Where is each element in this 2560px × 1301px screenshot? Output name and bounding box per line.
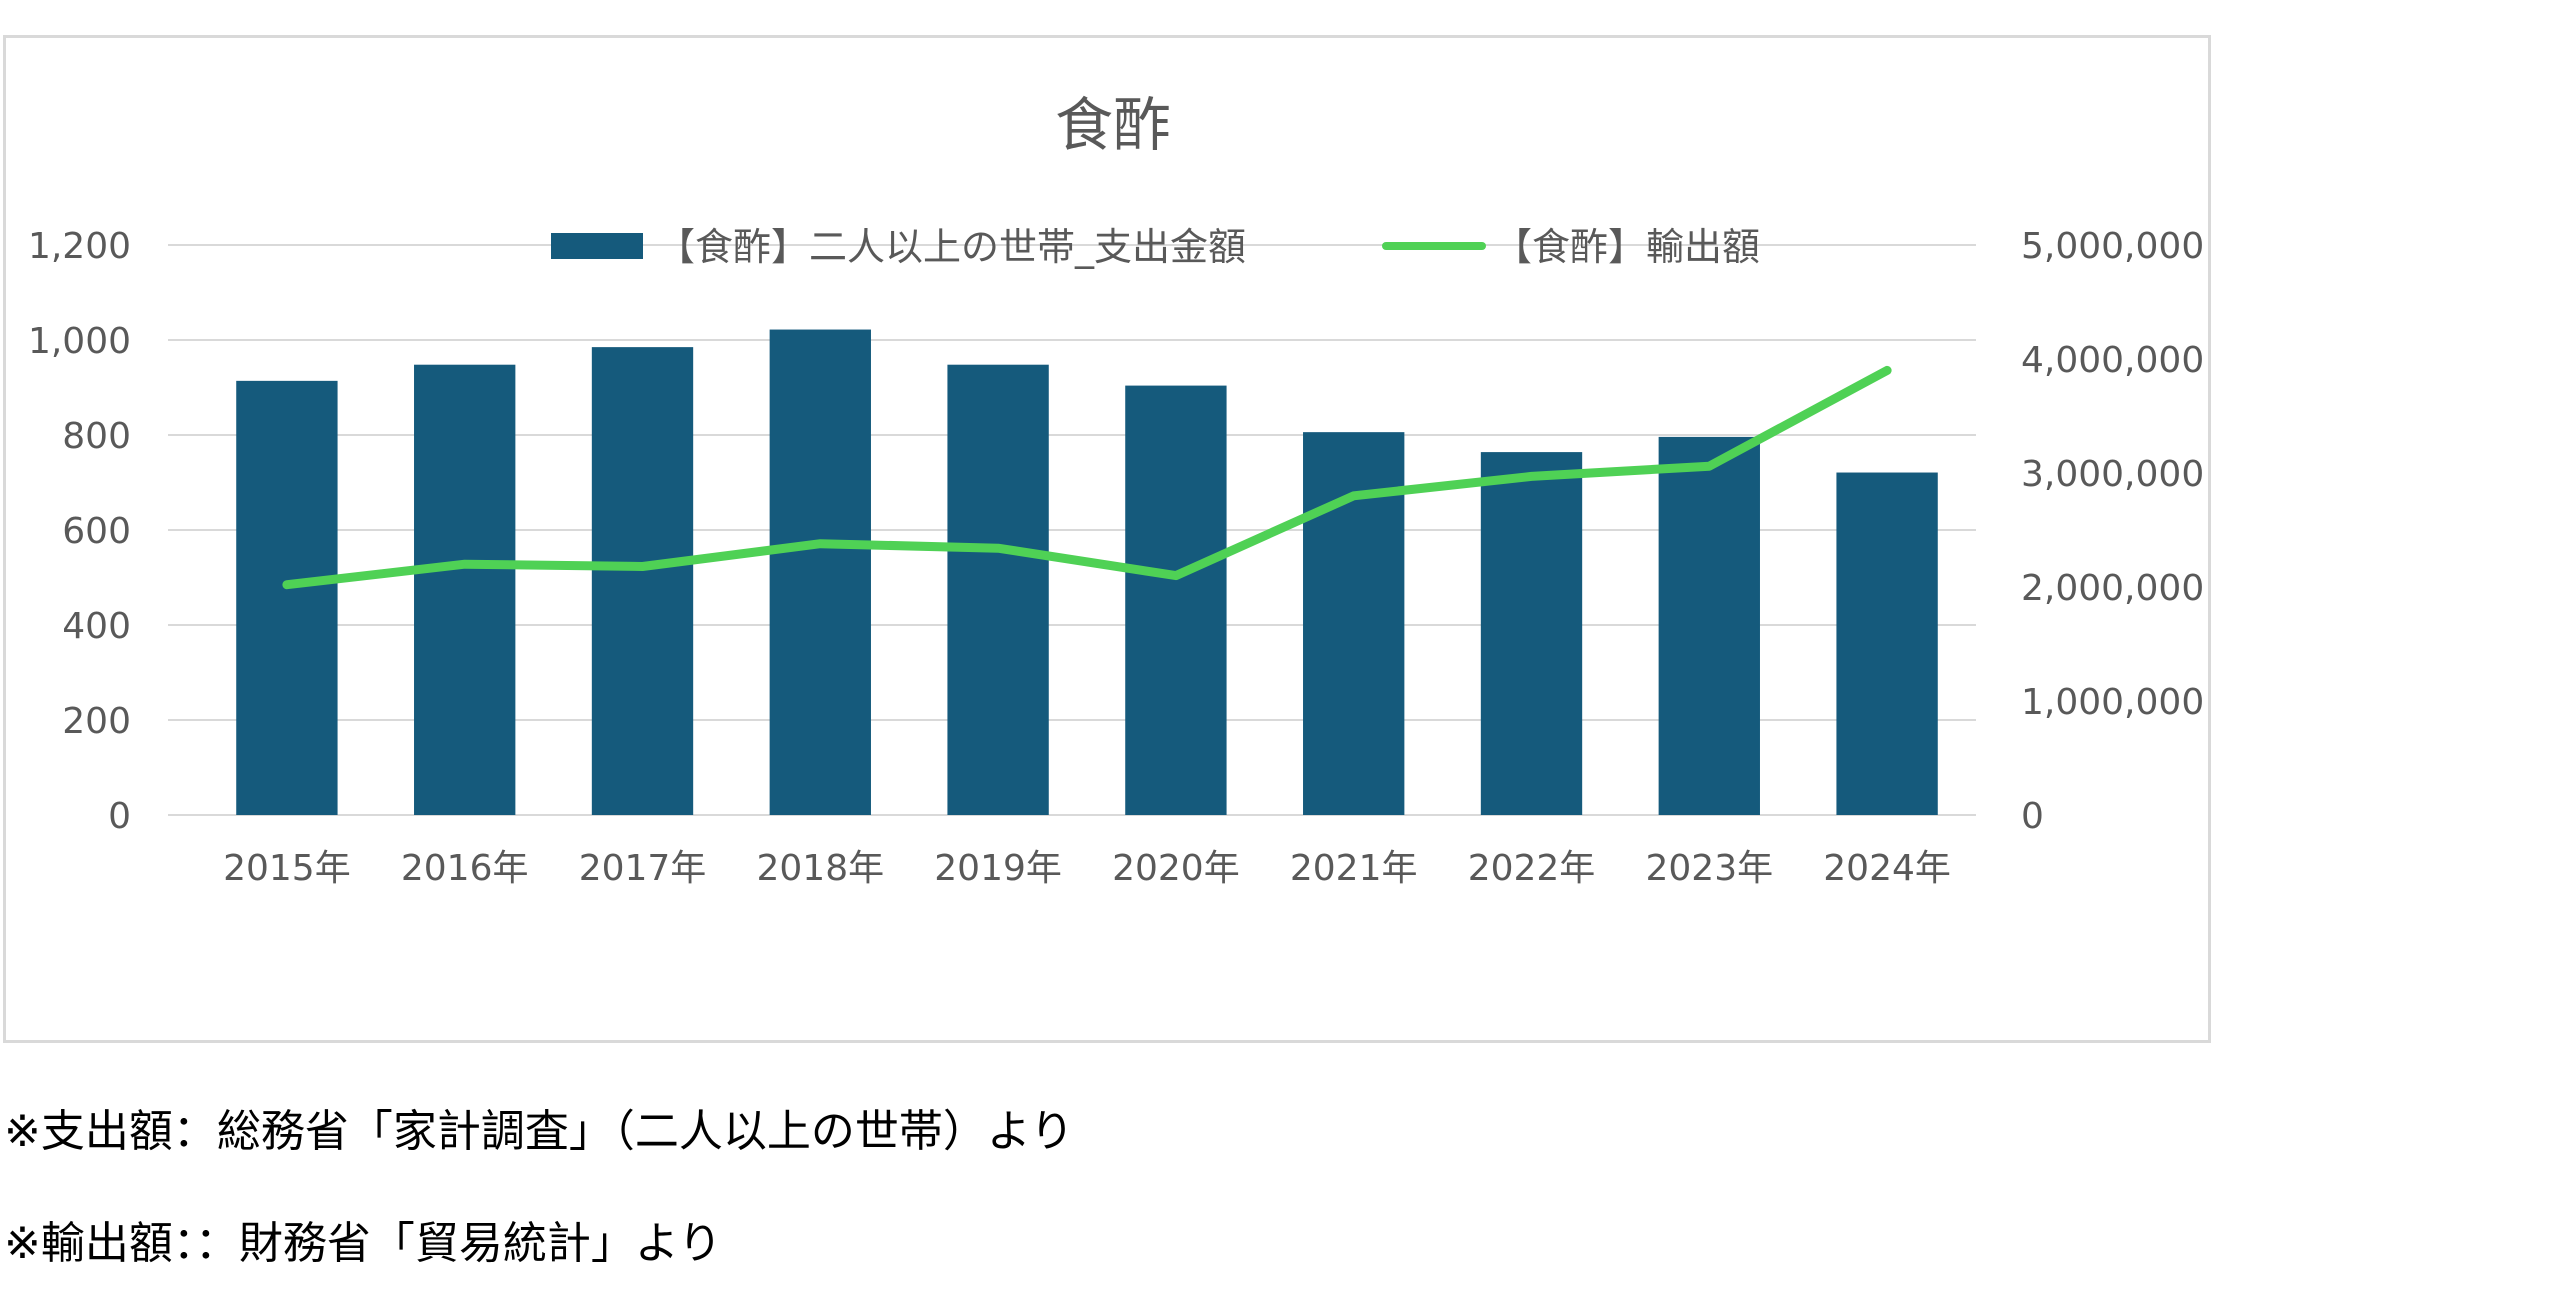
bar — [1658, 436, 1760, 815]
y-left-tick-labels: 0 200 400 600 800 1,000 1,200 — [28, 226, 131, 837]
x-tick-label: 2017年 — [579, 848, 707, 889]
x-tick-label: 2024年 — [1823, 848, 1951, 889]
bar-series — [236, 329, 1938, 815]
line-point — [1531, 475, 1532, 477]
y-right-tick-labels: 0 1,000,000 2,000,000 3,000,000 4,000,000 5,0… — [2021, 226, 2204, 837]
chart-frame: 0 200 400 600 800 1,000 1,200 0 1,000,000 2,000,… — [3, 35, 2211, 1043]
line-point — [464, 563, 466, 565]
bar — [1480, 452, 1583, 815]
y-left-tick-label: 800 — [62, 416, 131, 457]
legend-label-line: 【食酢】輸出額 — [1494, 225, 1760, 269]
line-point — [1175, 575, 1177, 577]
line-point — [286, 584, 288, 586]
bar — [1125, 385, 1227, 815]
y-right-tick-label: 3,000,000 — [2021, 454, 2204, 495]
y-right-tick-label: 2,000,000 — [2021, 568, 2204, 609]
bar — [1836, 472, 1938, 815]
y-left-tick-label: 200 — [62, 701, 131, 742]
source-note-expenditure: ※支出額：総務省「家計調査」（二人以上の世帯）より — [4, 1106, 1074, 1157]
x-tick-label: 2020年 — [1112, 848, 1240, 889]
chart-title: 食酢 — [1055, 91, 1171, 159]
x-tick-label: 2016年 — [401, 848, 529, 889]
bar — [947, 364, 1049, 815]
y-left-tick-label: 0 — [108, 796, 131, 837]
chart-svg: 0 200 400 600 800 1,000 1,200 0 1,000,000 2,000,… — [28, 91, 2204, 889]
line-point — [1886, 369, 1888, 371]
line-point — [642, 565, 643, 567]
legend-label-bar: 【食酢】二人以上の世帯_支出金額 — [657, 225, 1246, 269]
x-tick-label: 2019年 — [934, 848, 1062, 889]
x-tick-label: 2015年 — [223, 848, 351, 889]
x-tick-labels: 2015年 2016年 2017年 2018年 2019年 2020年 2021年 2022年… — [223, 848, 1951, 889]
bar — [769, 329, 871, 815]
line-point — [1353, 495, 1355, 497]
bar — [591, 347, 694, 815]
bar — [414, 364, 516, 815]
x-tick-label: 2022年 — [1468, 848, 1596, 889]
line-series-path — [282, 365, 1892, 590]
y-right-tick-label: 5,000,000 — [2021, 226, 2204, 267]
y-left-tick-label: 400 — [62, 606, 131, 647]
line-point — [997, 547, 999, 549]
bar — [236, 380, 338, 815]
line-point — [819, 543, 821, 545]
x-tick-label: 2023年 — [1645, 848, 1773, 889]
y-right-tick-label: 4,000,000 — [2021, 340, 2204, 381]
x-tick-label: 2018年 — [756, 848, 884, 889]
y-right-tick-label: 0 — [2021, 796, 2044, 837]
line-point — [1708, 465, 1710, 467]
y-left-tick-label: 600 — [62, 511, 131, 552]
x-tick-label: 2021年 — [1290, 848, 1418, 889]
y-left-tick-label: 1,200 — [28, 226, 131, 267]
source-note-export: ※輸出額：：財務省「貿易統計」より — [4, 1218, 722, 1269]
legend-swatch-bar — [551, 233, 643, 259]
line-series — [282, 365, 1892, 590]
y-left-tick-label: 1,000 — [28, 321, 131, 362]
y-right-tick-label: 1,000,000 — [2021, 682, 2204, 723]
legend: 【食酢】二人以上の世帯_支出金額 【食酢】輸出額 — [551, 225, 1760, 269]
